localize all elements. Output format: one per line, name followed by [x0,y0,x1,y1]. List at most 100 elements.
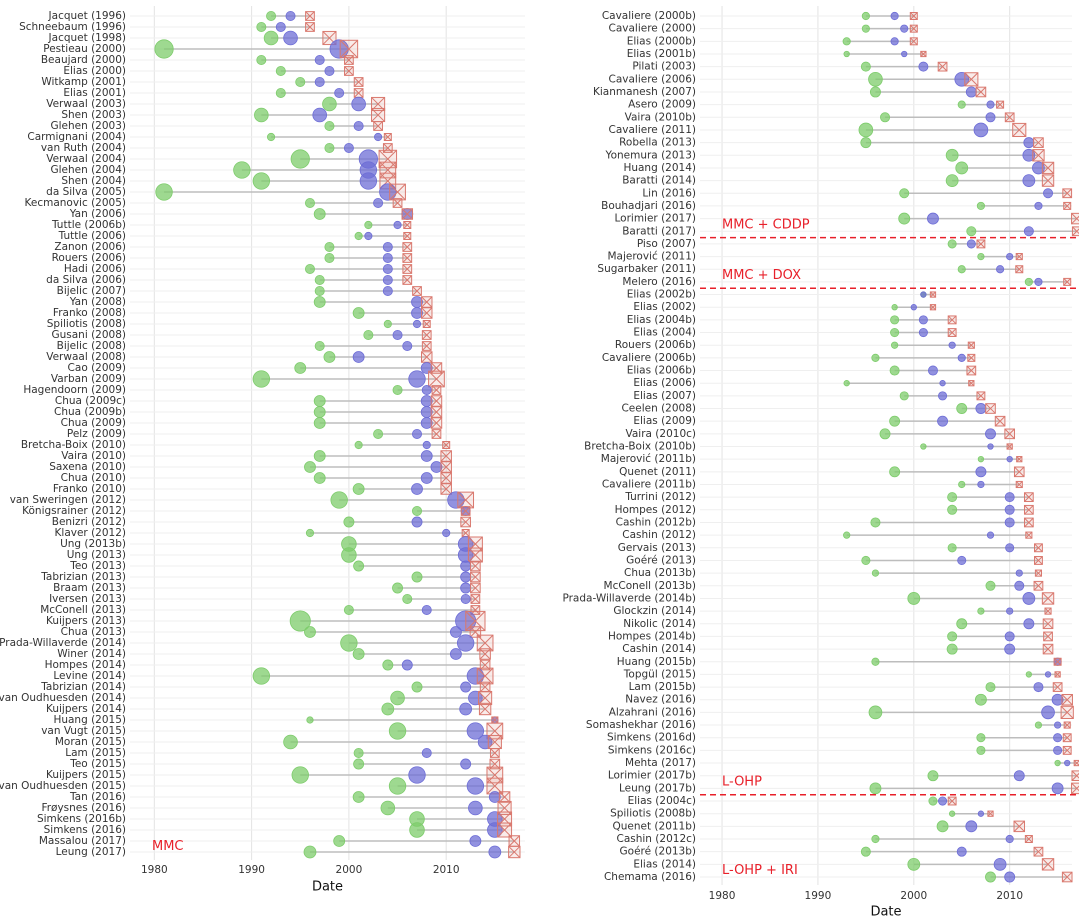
end-marker [1061,693,1073,706]
end-cross [440,483,452,495]
start-point [363,329,374,340]
y-tick-label: Spiliotis (2008b) [610,808,696,820]
mid-point [1006,456,1013,463]
y-tick-label: Baratti (2014) [622,175,696,187]
y-tick-label: van Ruth (2004) [41,142,126,154]
start-point [860,137,872,149]
start-point [254,107,269,123]
end-cross [1016,456,1023,463]
end-marker [305,22,315,32]
start-point [343,516,355,528]
end-cross [1041,174,1055,187]
mid-point [314,77,325,88]
start-point [871,657,880,666]
end-cross [920,51,927,57]
y-tick-label: Majerović (2011b) [601,453,696,465]
mid-point [374,132,383,142]
mid-point [1005,834,1014,844]
end-marker [460,506,471,516]
x-tick-label: 2010 [433,864,460,876]
mid-point [1005,543,1015,553]
end-marker [1053,657,1062,666]
end-cross [1024,505,1034,515]
mid-point [420,417,433,429]
mid-point [1014,580,1025,591]
y-tick-label: Tabrizian (2014) [40,681,126,693]
end-marker [421,341,432,351]
y-tick-label: Chua (2009) [61,417,126,429]
end-marker [1063,721,1071,729]
y-tick-label: Vaira (2010c) [626,428,697,440]
mid-point [1023,618,1035,630]
end-marker [1033,137,1044,148]
end-cross [1041,592,1055,605]
mid-point [420,395,433,407]
start-point [976,745,986,755]
start-point [388,722,407,740]
start-point [304,626,316,638]
mid-point [1015,569,1023,577]
end-cross [403,221,412,229]
y-tick-label: Shen (2004) [61,175,126,187]
end-marker [929,291,937,298]
end-cross [967,354,976,362]
y-tick-label: Bretcha-Boix (2010) [21,439,126,451]
start-point [1025,671,1033,678]
mid-point [487,822,503,838]
mid-point [1004,871,1016,883]
end-cross [1014,466,1025,477]
mid-point [938,796,948,806]
group-label: MMC + CDDP [722,217,810,232]
end-cross [930,291,936,298]
mid-point [459,702,473,716]
y-tick-label: Hompes (2014b) [608,630,696,642]
mid-point [1043,188,1054,199]
end-cross [1062,871,1073,883]
start-point [936,820,949,833]
end-cross [430,417,443,429]
end-marker [389,183,406,201]
mid-point [430,461,443,473]
end-marker [1071,770,1079,782]
start-point [899,188,910,199]
end-cross [498,791,511,803]
y-tick-label: Varban (2009) [51,373,126,385]
start-point [323,351,336,363]
start-point [898,212,911,225]
y-tick-label: Moran (2015) [55,736,126,748]
y-tick-label: Simkens (2016) [44,824,126,836]
end-cross [430,406,443,418]
start-point [305,528,315,538]
end-marker [373,121,383,131]
end-cross [305,22,315,32]
y-tick-label: Klaver (2012) [55,527,126,539]
end-cross [470,594,481,604]
x-axis-title: Date [312,880,343,895]
start-point [1034,721,1043,729]
mid-point [421,605,432,616]
y-tick-label: Glehen (2004) [50,164,126,176]
end-cross [1034,543,1043,553]
x-tick-label: 1990 [238,864,265,876]
y-tick-label: Gervais (2013) [618,542,696,554]
end-marker [479,648,491,660]
end-marker [1004,112,1015,123]
y-tick-label: da Silva (2005) [46,186,126,198]
mid-point [343,142,354,153]
end-marker [344,55,354,65]
start-point [947,492,958,503]
start-point [947,631,958,642]
mid-point [412,428,423,439]
end-marker [1016,456,1023,463]
start-point [899,391,909,401]
y-tick-label: Rouers (2006) [52,252,126,264]
start-point [354,440,363,450]
end-cross [392,198,403,208]
y-tick-label: Carmignani (2004) [27,131,126,143]
y-tick-label: Pilati (2003) [632,61,696,73]
y-tick-label: Lin (2016) [642,187,696,199]
start-point [324,142,335,153]
start-point [843,380,850,387]
end-marker [1061,871,1073,883]
mid-point [975,403,987,414]
